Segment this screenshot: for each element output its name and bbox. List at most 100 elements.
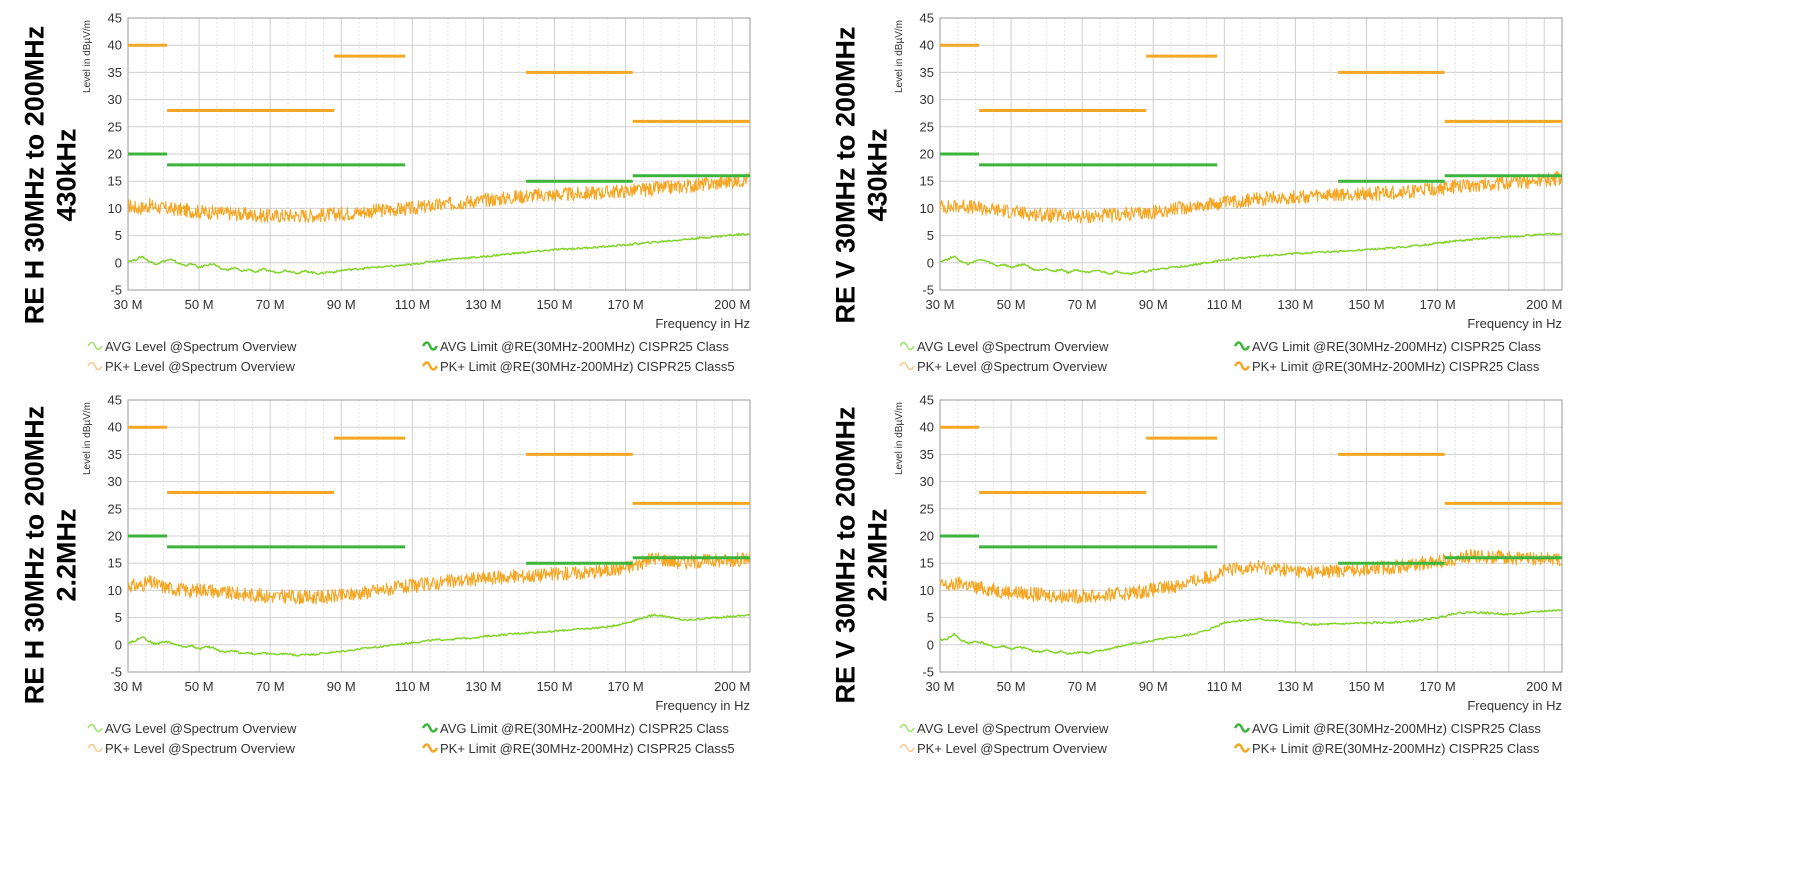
y-tick-label: 45 [920, 393, 934, 408]
x-tick-label: 130 M [1277, 297, 1313, 312]
x-tick-label: 50 M [997, 679, 1026, 694]
legend-label: AVG Limit @RE(30MHz-200MHz) CISPR25 Clas… [1252, 339, 1541, 354]
legend-swatch-icon [87, 361, 103, 371]
legend-label: PK+ Limit @RE(30MHz-200MHz) CISPR25 Clas… [440, 359, 735, 374]
legend-label: PK+ Limit @RE(30MHz-200MHz) CISPR25 Clas… [1252, 741, 1540, 756]
y-tick-label: 40 [108, 420, 122, 435]
y-tick-label: 25 [920, 119, 934, 134]
chart-panel: 45 40 35 30 25 20 15 10 5 0 -530 M 50 M 70 M 90 M 110 … [82, 11, 751, 374]
y-tick-label: 35 [108, 447, 122, 462]
x-tick-label: 150 M [1348, 679, 1384, 694]
legend-swatch-icon [421, 341, 439, 351]
y-tick-label: -5 [110, 283, 122, 298]
y-axis-label: Level in dBµV/m [894, 402, 905, 475]
y-tick-label: 25 [108, 119, 122, 134]
x-tick-label: 30 M [926, 297, 955, 312]
y-tick-label: 45 [108, 393, 122, 408]
x-tick-label: 130 M [465, 297, 501, 312]
legend-label: AVG Level @Spectrum Overview [105, 721, 297, 736]
legend-label: AVG Limit @RE(30MHz-200MHz) CISPR25 Clas… [440, 721, 729, 736]
x-tick-label: 110 M [395, 297, 430, 312]
pk-level-trace [939, 548, 1563, 604]
x-tick-label: 200 M [1526, 297, 1562, 312]
y-tick-label: 40 [920, 38, 934, 53]
legend-swatch-icon [899, 723, 915, 733]
x-axis-label: Frequency in Hz [1467, 698, 1562, 713]
y-tick-label: 5 [927, 228, 934, 243]
y-tick-label: 25 [920, 501, 934, 516]
legend-label: AVG Limit @RE(30MHz-200MHz) CISPR25 Clas… [440, 339, 729, 354]
y-axis-label: Level in dBµV/m [82, 20, 93, 93]
pk-level-trace [939, 170, 1563, 224]
legend-label: PK+ Limit @RE(30MHz-200MHz) CISPR25 Clas… [440, 741, 735, 756]
y-tick-label: 10 [920, 201, 934, 216]
x-tick-label: 110 M [1207, 297, 1242, 312]
legend-swatch-icon [421, 743, 439, 753]
x-tick-label: 70 M [256, 297, 285, 312]
x-tick-label: 200 M [714, 679, 750, 694]
y-tick-label: 35 [920, 65, 934, 80]
x-tick-label: 110 M [1207, 679, 1242, 694]
y-tick-label: 0 [115, 637, 122, 652]
x-tick-label: 90 M [1139, 679, 1168, 694]
y-axis-label: Level in dBµV/m [82, 402, 93, 475]
y-tick-label: 10 [108, 583, 122, 598]
pk-level-trace [127, 552, 751, 605]
y-tick-label: -5 [922, 665, 934, 680]
y-tick-label: 5 [927, 610, 934, 625]
pk-level-trace [127, 172, 751, 223]
chart-panel: 45 40 35 30 25 20 15 10 5 0 -530 M 50 M 70 M 90 M 110 … [894, 11, 1563, 374]
avg-level-trace [939, 609, 1562, 655]
x-tick-label: 170 M [608, 679, 644, 694]
chart-panel: 45 40 35 30 25 20 15 10 5 0 -530 M 50 M 70 M 90 M 110 … [82, 393, 751, 756]
x-tick-label: 170 M [1420, 679, 1456, 694]
y-tick-label: 35 [920, 447, 934, 462]
x-axis-label: Frequency in Hz [655, 698, 750, 713]
x-tick-label: 30 M [114, 679, 143, 694]
x-tick-label: 30 M [926, 679, 955, 694]
x-tick-label: 50 M [997, 297, 1026, 312]
y-tick-label: -5 [922, 283, 934, 298]
x-axis-label: Frequency in Hz [655, 316, 750, 331]
y-tick-label: 0 [927, 637, 934, 652]
x-tick-label: 170 M [1420, 297, 1456, 312]
x-axis-label: Frequency in Hz [1467, 316, 1562, 331]
x-tick-label: 150 M [1348, 297, 1384, 312]
legend-label: AVG Limit @RE(30MHz-200MHz) CISPR25 Clas… [1252, 721, 1541, 736]
y-tick-label: 30 [108, 92, 122, 107]
x-tick-label: 200 M [1526, 679, 1562, 694]
legend-swatch-icon [1233, 743, 1251, 753]
y-tick-label: 30 [108, 474, 122, 489]
y-tick-label: 5 [115, 610, 122, 625]
x-tick-label: 50 M [185, 297, 214, 312]
x-tick-label: 90 M [327, 297, 356, 312]
legend-label: PK+ Level @Spectrum Overview [105, 741, 295, 756]
y-tick-label: 5 [115, 228, 122, 243]
legend-swatch-icon [87, 723, 103, 733]
y-tick-label: 20 [108, 147, 122, 162]
y-tick-label: 15 [108, 174, 122, 189]
legend-swatch-icon [899, 341, 915, 351]
x-tick-label: 70 M [1068, 297, 1097, 312]
y-tick-label: 20 [920, 147, 934, 162]
legend-swatch-icon [421, 361, 439, 371]
y-tick-label: 15 [108, 556, 122, 571]
y-tick-label: 45 [108, 11, 122, 26]
legend-swatch-icon [1233, 723, 1251, 733]
x-tick-label: 130 M [465, 679, 501, 694]
y-tick-label: 40 [920, 420, 934, 435]
x-tick-label: 30 M [114, 297, 143, 312]
y-tick-label: 45 [920, 11, 934, 26]
legend-label: AVG Level @Spectrum Overview [105, 339, 297, 354]
legend-label: PK+ Level @Spectrum Overview [105, 359, 295, 374]
legend-label: AVG Level @Spectrum Overview [917, 721, 1109, 736]
y-tick-label: 0 [115, 255, 122, 270]
x-tick-label: 70 M [1068, 679, 1097, 694]
x-tick-label: 150 M [536, 679, 572, 694]
legend-label: PK+ Limit @RE(30MHz-200MHz) CISPR25 Clas… [1252, 359, 1540, 374]
legend-label: PK+ Level @Spectrum Overview [917, 359, 1107, 374]
legend-swatch-icon [1233, 361, 1251, 371]
x-tick-label: 90 M [1139, 297, 1168, 312]
legend-label: PK+ Level @Spectrum Overview [917, 741, 1107, 756]
